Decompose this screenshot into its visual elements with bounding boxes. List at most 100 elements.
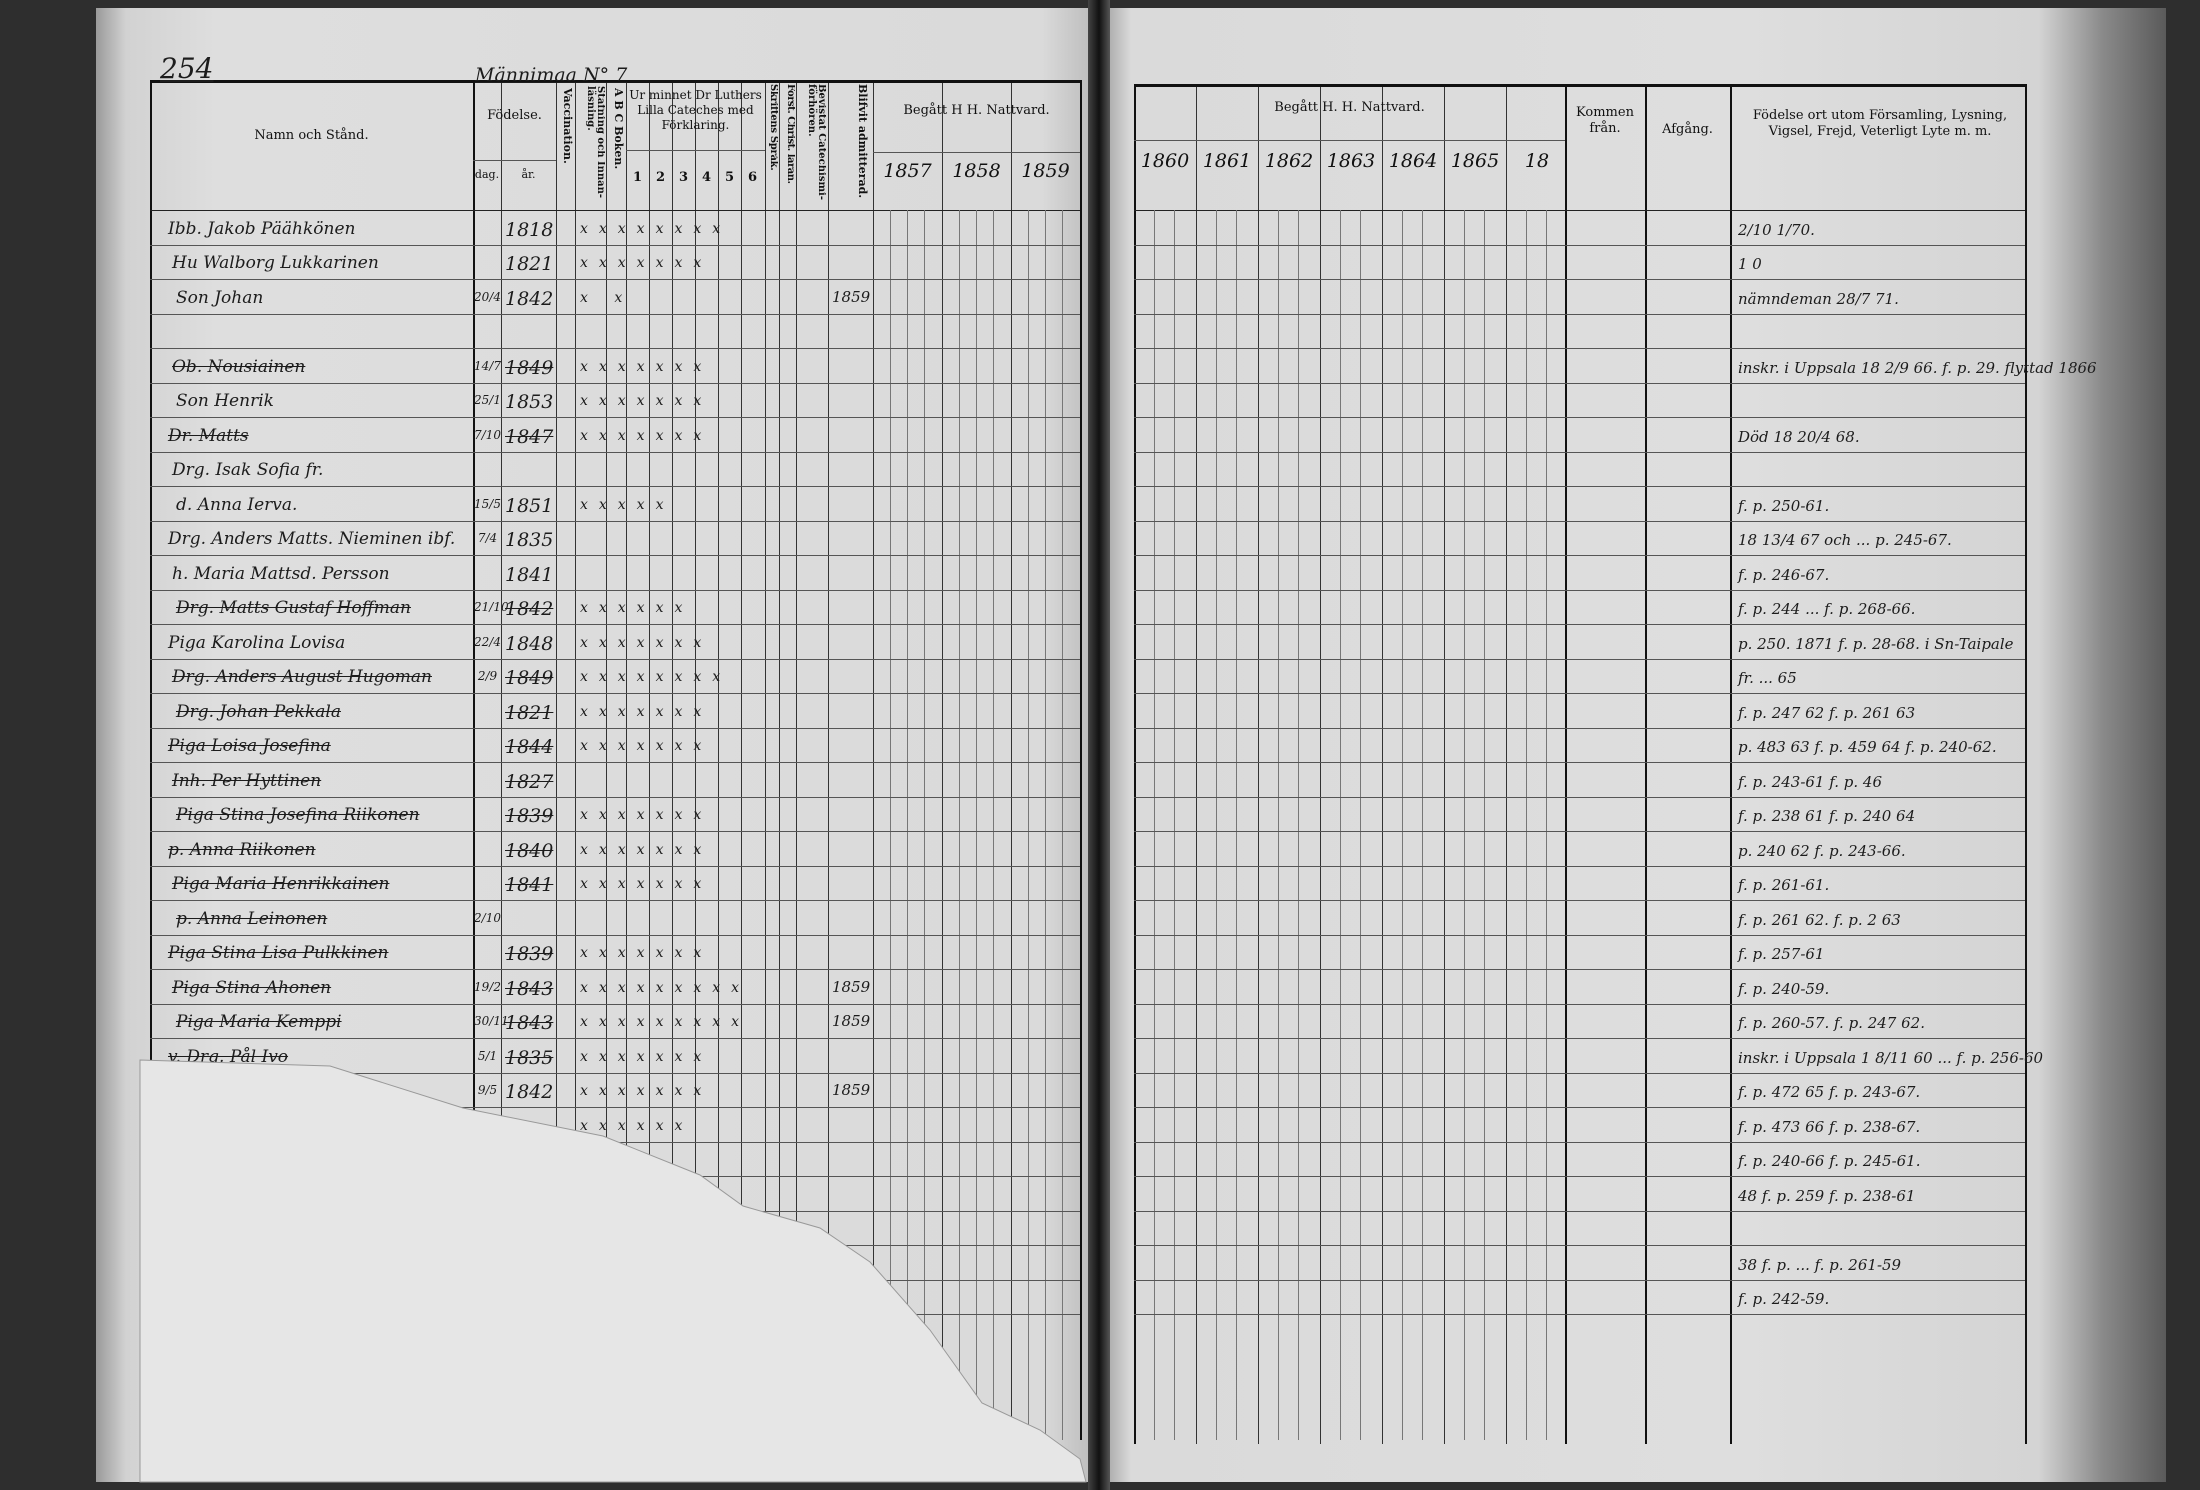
subcolumn-rule — [1216, 210, 1217, 1440]
row-rule — [150, 1107, 1080, 1108]
birth-year: 1841 — [505, 563, 554, 586]
row-rule — [150, 1003, 1080, 1005]
remarks-note: fr. ... 65 — [1738, 669, 1797, 687]
catechism-marks: xxxxxxx — [580, 393, 713, 409]
birth-day: 15/5 — [474, 496, 501, 511]
column-rule — [2025, 84, 2027, 1444]
register-entry-name: h. Maria Mattsd. Persson — [172, 563, 390, 584]
row-rule — [1134, 865, 2025, 867]
birth-year: 1835 — [505, 1046, 554, 1069]
row-rule — [150, 865, 1080, 867]
header-bottom-rule — [1134, 210, 2025, 211]
birth-year: 1842 — [505, 598, 554, 620]
row-rule — [1134, 1107, 2025, 1108]
row-rule — [1134, 1072, 2025, 1074]
register-entry-name: Piga Loisa Josefina — [168, 736, 331, 756]
register-entry-name: d. Anna Ierva. — [176, 494, 298, 515]
communion-year-1860: 1860 — [1140, 150, 1190, 172]
register-entry-name: Inh. Per Hyttinen — [172, 770, 322, 791]
communion-year-1861: 1861 — [1202, 150, 1252, 172]
header-came-from: Kommen från. — [1576, 105, 1634, 137]
birth-day: 2/10 — [474, 910, 501, 925]
column-rule — [150, 80, 152, 1440]
catechism-marks: xxxxxxx — [580, 945, 713, 961]
communion-subrule — [1134, 140, 1565, 141]
remarks-note: f. p. 247 62 f. p. 261 63 — [1738, 703, 1916, 722]
remarks-note: p. 483 63 f. p. 459 64 f. p. 240-62. — [1738, 738, 1997, 756]
header-day: dag. — [474, 168, 500, 181]
birth-year: 1849 — [505, 356, 554, 379]
row-rule — [1134, 969, 2025, 970]
column-rule — [575, 80, 576, 1440]
header-catechism: Ur minnet Dr Luthers Lilla Cateches med … — [629, 88, 762, 132]
row-rule — [1134, 348, 2025, 349]
row-rule — [150, 486, 1080, 487]
register-entry-name: Son Johan — [176, 287, 264, 308]
catechism-marks: xxxxxxxxx — [580, 1014, 751, 1030]
row-rule — [1134, 486, 2025, 487]
row-rule — [150, 762, 1080, 763]
header-vaccination: Vaccination. — [561, 88, 573, 164]
row-rule — [150, 382, 1080, 384]
catechism-marks: xxxxxxx — [580, 876, 713, 892]
catechism-marks: xxxxxxx — [580, 1083, 713, 1099]
row-rule — [150, 900, 1080, 901]
row-rule — [1134, 1003, 2025, 1005]
remarks-note: f. p. 246-67. — [1738, 565, 1830, 584]
subcolumn-rule — [1526, 210, 1527, 1440]
subcolumn-rule — [1045, 210, 1046, 1440]
communion-year-1859: 1859 — [1021, 160, 1070, 182]
row-rule — [150, 658, 1080, 660]
remarks-note: 1 0 — [1738, 255, 1762, 273]
catechism-marks: xxxxxx — [580, 600, 694, 616]
row-rule — [150, 693, 1080, 694]
row-rule — [1134, 796, 2025, 798]
birth-year: 1847 — [505, 425, 554, 448]
row-rule — [1134, 900, 2025, 901]
column-rule — [1258, 84, 1259, 1444]
row-rule — [1134, 520, 2025, 522]
row-rule — [1134, 451, 2025, 453]
register-entry-name: p. Anna Leinonen — [176, 908, 328, 929]
register-entry-name: Dr. Matts — [168, 425, 249, 446]
header-top-rule — [150, 80, 1080, 83]
remarks-note: f. p. 260-57. f. p. 247 62. — [1738, 1014, 1925, 1032]
birth-year: 1821 — [505, 701, 554, 724]
row-rule — [150, 1072, 1080, 1074]
register-entry-name: Piga Stina Josefina Riikonen — [176, 805, 420, 825]
catechism-marks: xxxxx — [580, 496, 675, 513]
row-rule — [150, 969, 1080, 970]
remarks-note: inskr. i Uppsala 18 2/9 66. f. p. 29. fl… — [1738, 358, 2097, 377]
birth-year: 1841 — [505, 874, 554, 896]
communion-year-1865: 1865 — [1450, 150, 1500, 172]
subcolumn-rule — [924, 210, 925, 1440]
remarks-note: 48 f. p. 259 f. p. 238-61 — [1738, 1186, 1916, 1205]
birth-day: 9/5 — [477, 1083, 498, 1097]
communion-year-1863: 1863 — [1326, 150, 1376, 172]
birth-day: 19/2 — [474, 979, 501, 994]
remarks-note: f. p. 243-61 f. p. 46 — [1738, 772, 1883, 791]
register-entry-name: Ibb. Jakob Päähkönen — [168, 218, 356, 239]
subcolumn-rule — [1236, 210, 1237, 1440]
subcolumn-rule — [1464, 210, 1465, 1440]
column-rule — [779, 80, 780, 1440]
row-rule — [150, 279, 1080, 280]
subcolumn-rule — [907, 210, 908, 1440]
catechism-marks: xxxxxxxxx — [580, 979, 751, 996]
birth-day: 14/7 — [474, 358, 501, 373]
birth-year: 1839 — [505, 805, 554, 827]
communion-year-18: 18 — [1524, 150, 1550, 172]
remarks-note: 38 f. p. ... f. p. 261-59 — [1738, 1255, 1902, 1274]
row-rule — [150, 348, 1080, 349]
header-birth: Födelse. — [487, 108, 542, 123]
register-entry-name: Son Henrik — [176, 391, 274, 411]
birth-day: 20/4 — [474, 289, 501, 304]
birth-year: 1843 — [505, 977, 554, 1000]
column-rule — [1506, 84, 1507, 1444]
remarks-note: f. p. 472 65 f. p. 243-67. — [1738, 1083, 1921, 1101]
remarks-note: f. p. 238 61 f. p. 240 64 — [1738, 807, 1916, 825]
row-rule — [1134, 1279, 2025, 1281]
catechism-part-5: 5 — [724, 170, 735, 185]
header-communion-left: Begått H H. Nattvard. — [903, 103, 1050, 118]
column-rule — [1196, 84, 1197, 1444]
